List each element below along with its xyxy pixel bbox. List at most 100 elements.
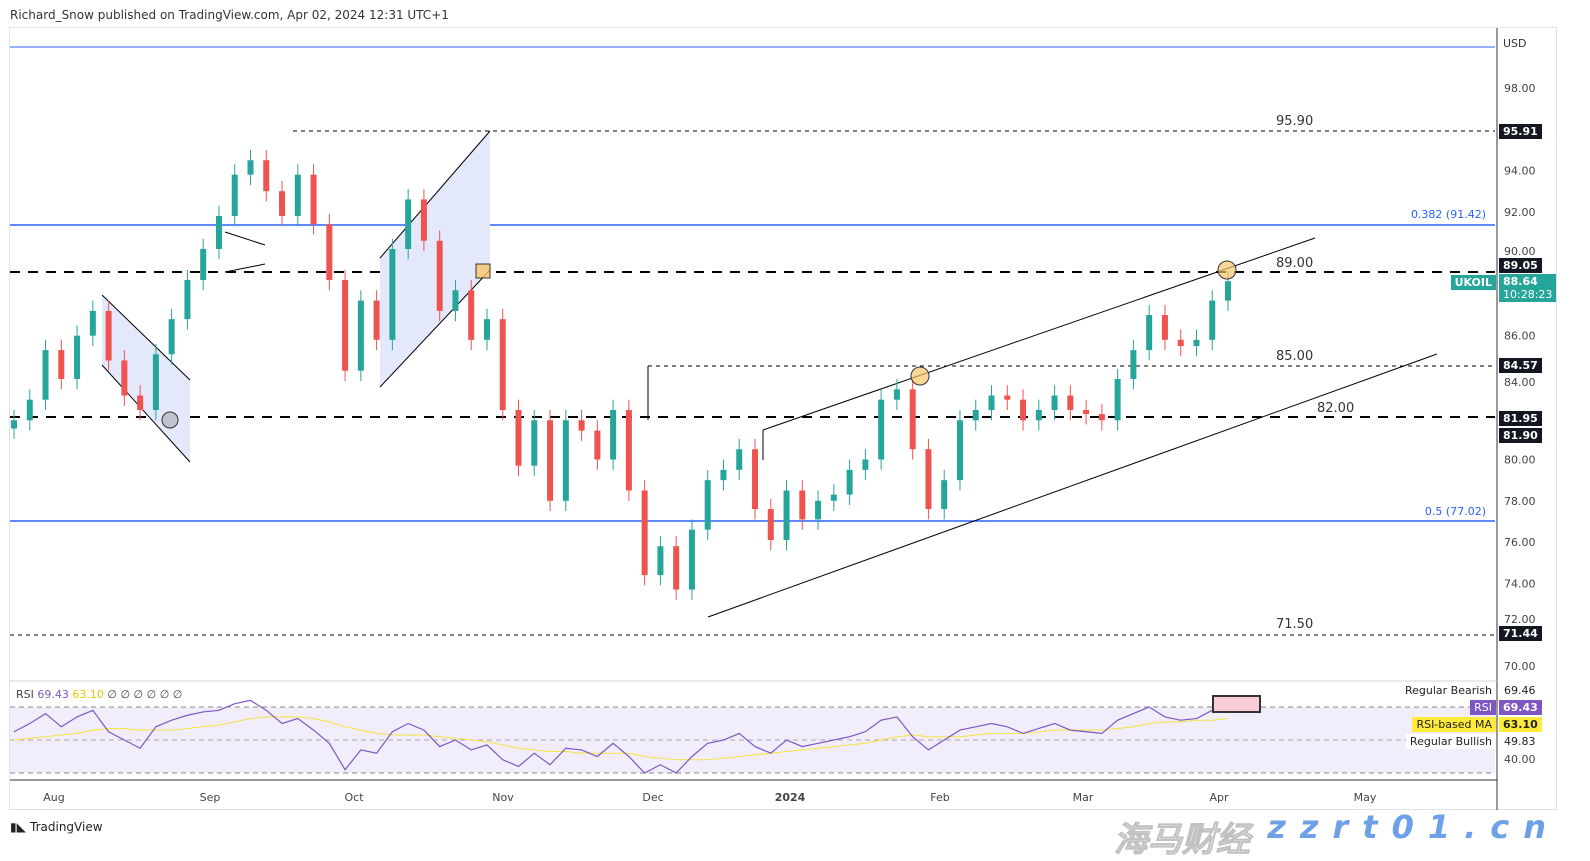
candle-body[interactable] <box>89 310 96 336</box>
candle-body[interactable] <box>799 490 806 520</box>
marker-circle-orange-2[interactable] <box>1217 260 1237 280</box>
candle-body[interactable] <box>846 469 853 495</box>
candle-body[interactable] <box>105 310 112 361</box>
candle-body[interactable] <box>1161 315 1168 340</box>
currency-label[interactable]: USD <box>1503 37 1527 50</box>
candle-body[interactable] <box>531 420 538 466</box>
candle-body[interactable] <box>815 500 822 520</box>
candle-body[interactable] <box>247 160 254 175</box>
candle-body[interactable] <box>1098 414 1105 421</box>
pennant-lower-line[interactable] <box>224 263 266 273</box>
candle-body[interactable] <box>1193 339 1200 346</box>
rising-wedge-shade[interactable] <box>380 131 490 387</box>
candle-body[interactable] <box>673 546 680 590</box>
candle-body[interactable] <box>26 399 33 421</box>
candle-body[interactable] <box>184 279 191 320</box>
candle-body[interactable] <box>420 199 427 241</box>
candle-body[interactable] <box>641 490 648 576</box>
pennant-upper-line[interactable] <box>224 231 266 246</box>
candle-body[interactable] <box>436 240 443 311</box>
candle-body[interactable] <box>58 350 65 380</box>
divergence-box[interactable] <box>1212 695 1261 713</box>
candle-body[interactable] <box>121 360 128 396</box>
candle-body[interactable] <box>389 248 396 340</box>
candle-body[interactable] <box>42 350 49 400</box>
channel-lower-line[interactable] <box>707 353 1438 618</box>
candle-body[interactable] <box>468 290 475 340</box>
candle-body[interactable] <box>688 529 695 590</box>
candle-body[interactable] <box>956 420 963 481</box>
candle-body[interactable] <box>1114 379 1121 421</box>
candle-body[interactable] <box>1067 395 1074 410</box>
candle-body[interactable] <box>231 174 238 216</box>
bull-flag-shade[interactable] <box>102 295 190 462</box>
candle-body[interactable] <box>972 409 979 421</box>
candle-body[interactable] <box>1051 395 1058 410</box>
candle-body[interactable] <box>405 199 412 249</box>
candle-body[interactable] <box>74 335 81 380</box>
flag-lower-line[interactable] <box>101 364 191 463</box>
candle-body[interactable] <box>657 546 664 576</box>
label-fib-05: 0.5 (77.02) <box>1425 505 1486 518</box>
marker-square-orange[interactable] <box>475 263 491 279</box>
candle-body[interactable] <box>704 480 711 530</box>
candle-body[interactable] <box>200 248 207 280</box>
candle-body[interactable] <box>11 420 17 429</box>
marker-circle-grey[interactable] <box>161 411 179 429</box>
candle-body[interactable] <box>1209 300 1216 340</box>
candle-body[interactable] <box>752 449 759 510</box>
candle-body[interactable] <box>878 399 885 460</box>
candle-body[interactable] <box>294 174 301 216</box>
candle-body[interactable] <box>610 409 617 460</box>
candle-body[interactable] <box>736 449 743 470</box>
candle-body[interactable] <box>1177 339 1184 346</box>
candle-body[interactable] <box>594 430 601 460</box>
candle-body[interactable] <box>893 389 900 400</box>
candle-body[interactable] <box>357 300 364 371</box>
y-tick-label: 90.00 <box>1504 245 1536 258</box>
candle-body[interactable] <box>783 490 790 541</box>
candle-body[interactable] <box>767 509 774 541</box>
candle-body[interactable] <box>1004 395 1011 400</box>
candle-body[interactable] <box>1146 315 1153 351</box>
candle-body[interactable] <box>263 160 270 192</box>
candle-body[interactable] <box>547 420 554 501</box>
candle-body[interactable] <box>909 389 916 450</box>
candle-body[interactable] <box>152 354 159 410</box>
candle-body[interactable] <box>326 224 333 280</box>
candle-body[interactable] <box>562 420 569 501</box>
candle-body[interactable] <box>1020 399 1027 421</box>
candle-body[interactable] <box>830 494 837 501</box>
candle-body[interactable] <box>578 420 585 431</box>
candle-body[interactable] <box>279 191 286 216</box>
candle-body[interactable] <box>720 469 727 481</box>
candle-body[interactable] <box>499 319 506 410</box>
rsi-legend[interactable]: RSI 69.43 63.10 ∅ ∅ ∅ ∅ ∅ ∅ <box>16 688 182 701</box>
rsi-ma-legend-value: 63.10 <box>72 688 104 701</box>
candle-body[interactable] <box>1083 409 1090 415</box>
label-89-00: 89.00 <box>1276 256 1313 271</box>
candle-body[interactable] <box>1225 281 1231 301</box>
candle-body[interactable] <box>1035 409 1042 421</box>
candle-body[interactable] <box>1130 350 1137 380</box>
candle-body[interactable] <box>310 174 317 225</box>
candle-body[interactable] <box>988 395 995 410</box>
candle-body[interactable] <box>941 480 948 510</box>
candle-body[interactable] <box>483 319 490 340</box>
candle-body[interactable] <box>925 449 932 510</box>
candle-body[interactable] <box>515 409 522 466</box>
flag-upper-line[interactable] <box>101 294 191 381</box>
candle-body[interactable] <box>168 319 175 355</box>
candle-body[interactable] <box>862 459 869 470</box>
marker-circle-orange-1[interactable] <box>910 366 930 386</box>
wedge-upper-line[interactable] <box>379 130 491 259</box>
candle-body[interactable] <box>342 279 349 371</box>
candle-body[interactable] <box>215 215 222 249</box>
candle-body[interactable] <box>137 395 144 410</box>
candle-body[interactable] <box>452 290 459 311</box>
candle-body[interactable] <box>625 409 632 491</box>
candle-body[interactable] <box>373 300 380 340</box>
tradingview-logo[interactable]: ▮◣ TradingView <box>10 820 103 834</box>
x-tick-label: 2024 <box>775 791 806 804</box>
